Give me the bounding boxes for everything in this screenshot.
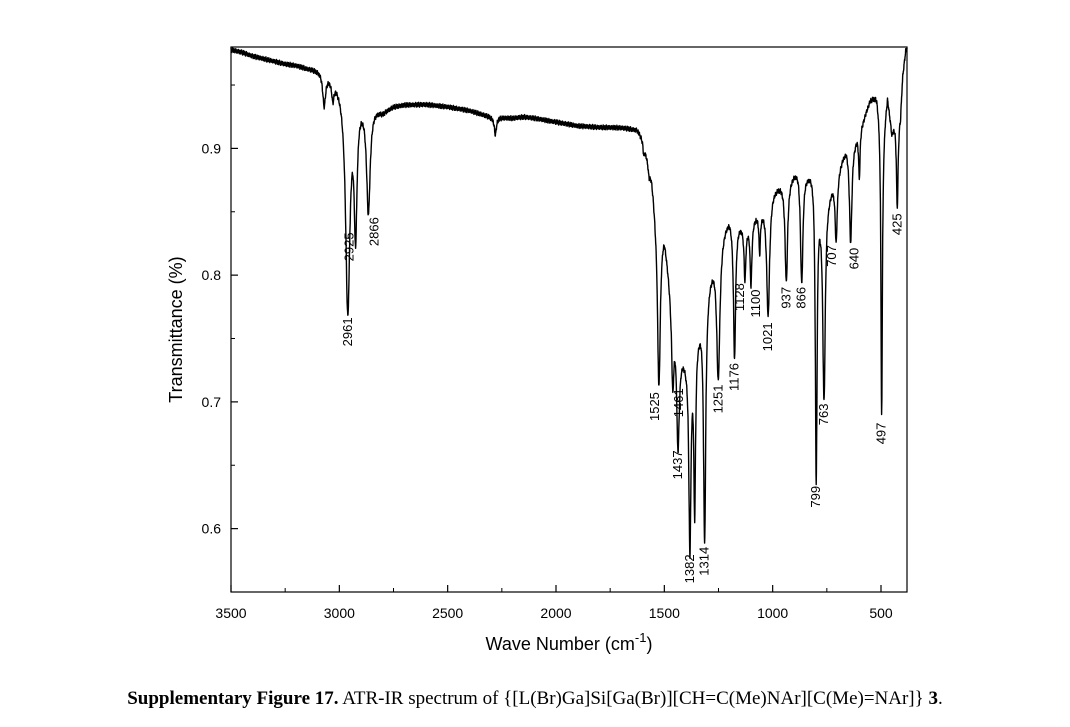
peak-label-2961: 2961 [340, 317, 355, 346]
plot-frame [230, 46, 908, 593]
peak-label-1176: 1176 [727, 363, 742, 391]
peak-label-1251: 1251 [710, 385, 725, 414]
y-tick-label: 0.9 [202, 140, 222, 156]
x-tick-label: 1500 [649, 605, 680, 621]
peak-label-799: 799 [808, 486, 823, 508]
plot-area [230, 47, 908, 559]
peak-label-497: 497 [874, 423, 889, 445]
x-tick-label: 3500 [215, 605, 246, 621]
caption-compound-number: 3 [928, 688, 939, 709]
y-tick-label: 0.8 [202, 267, 222, 283]
figure-caption: Supplementary Figure 17. ATR-IR spectrum… [0, 688, 1070, 710]
x-tick-label: 3000 [324, 605, 355, 621]
caption-end: . [938, 688, 943, 709]
peak-label-1100: 1100 [748, 290, 763, 318]
y-tick-label: 0.7 [202, 394, 222, 410]
caption-figure-number: Supplementary Figure 17. [127, 688, 339, 709]
peak-label-1021: 1021 [760, 322, 775, 351]
peak-label-2866: 2866 [366, 217, 381, 246]
x-tick-label: 2500 [432, 605, 463, 621]
peak-label-2925: 2925 [342, 232, 357, 261]
peak-label-1437: 1437 [670, 450, 685, 479]
y-tick-label: 0.6 [202, 521, 222, 537]
spectrum-line [230, 47, 908, 559]
peak-label-1382: 1382 [682, 554, 697, 583]
x-tick-label: 2000 [540, 605, 571, 621]
peak-label-640: 640 [847, 248, 862, 270]
peak-label-1525: 1525 [647, 392, 662, 421]
peak-label-1128: 1128 [732, 283, 747, 311]
x-axis-title: Wave Number (cm-1) [486, 630, 653, 654]
peak-label-763: 763 [816, 404, 831, 426]
peak-label-425: 425 [889, 213, 904, 235]
axes: 3500 3000 2500 2000 1500 1000 500 0.6 0.7 0.8 0.9 W… [166, 46, 908, 654]
peak-label-1314: 1314 [697, 547, 712, 576]
peak-label-937: 937 [778, 287, 793, 309]
x-tick-label: 500 [869, 605, 893, 621]
peak-label-866: 866 [794, 287, 809, 309]
caption-text: ATR-IR spectrum of {[L(Br)Ga]Si[Ga(Br)][… [338, 688, 929, 709]
peak-label-707: 707 [824, 245, 839, 267]
peak-label-1461: 1461 [671, 388, 686, 417]
y-axis-title: Transmittance (%) [166, 256, 186, 402]
x-tick-label: 1000 [757, 605, 788, 621]
peak-labels: 2961 2925 2866 1525 1461 1437 1382 1314 12511176… [340, 213, 905, 583]
